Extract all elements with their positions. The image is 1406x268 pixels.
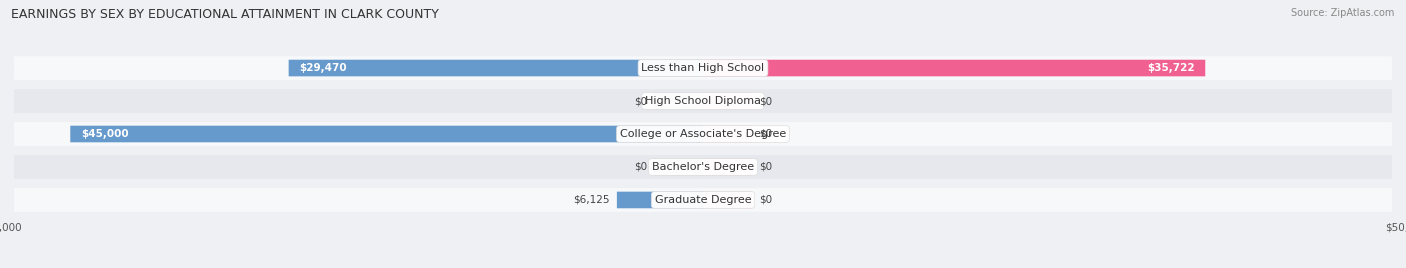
FancyBboxPatch shape xyxy=(14,122,1392,146)
FancyBboxPatch shape xyxy=(703,192,752,208)
Text: $45,000: $45,000 xyxy=(80,129,128,139)
Text: Graduate Degree: Graduate Degree xyxy=(655,195,751,205)
FancyBboxPatch shape xyxy=(288,60,703,76)
Text: $0: $0 xyxy=(759,162,772,172)
Text: $0: $0 xyxy=(759,129,772,139)
Text: Less than High School: Less than High School xyxy=(641,63,765,73)
Text: $0: $0 xyxy=(759,96,772,106)
FancyBboxPatch shape xyxy=(14,56,1392,80)
FancyBboxPatch shape xyxy=(703,159,752,175)
Text: $0: $0 xyxy=(759,195,772,205)
Text: $0: $0 xyxy=(634,162,647,172)
Text: High School Diploma: High School Diploma xyxy=(645,96,761,106)
FancyBboxPatch shape xyxy=(703,60,1205,76)
FancyBboxPatch shape xyxy=(703,93,752,109)
Text: Source: ZipAtlas.com: Source: ZipAtlas.com xyxy=(1291,8,1395,18)
Text: College or Associate's Degree: College or Associate's Degree xyxy=(620,129,786,139)
FancyBboxPatch shape xyxy=(654,159,703,175)
Text: $0: $0 xyxy=(634,96,647,106)
FancyBboxPatch shape xyxy=(70,126,703,142)
FancyBboxPatch shape xyxy=(14,155,1392,179)
FancyBboxPatch shape xyxy=(617,192,703,208)
Text: EARNINGS BY SEX BY EDUCATIONAL ATTAINMENT IN CLARK COUNTY: EARNINGS BY SEX BY EDUCATIONAL ATTAINMEN… xyxy=(11,8,439,21)
Text: $29,470: $29,470 xyxy=(299,63,347,73)
FancyBboxPatch shape xyxy=(14,188,1392,212)
Text: $35,722: $35,722 xyxy=(1147,63,1195,73)
Text: $6,125: $6,125 xyxy=(574,195,610,205)
FancyBboxPatch shape xyxy=(654,93,703,109)
FancyBboxPatch shape xyxy=(14,89,1392,113)
FancyBboxPatch shape xyxy=(703,126,752,142)
Text: Bachelor's Degree: Bachelor's Degree xyxy=(652,162,754,172)
